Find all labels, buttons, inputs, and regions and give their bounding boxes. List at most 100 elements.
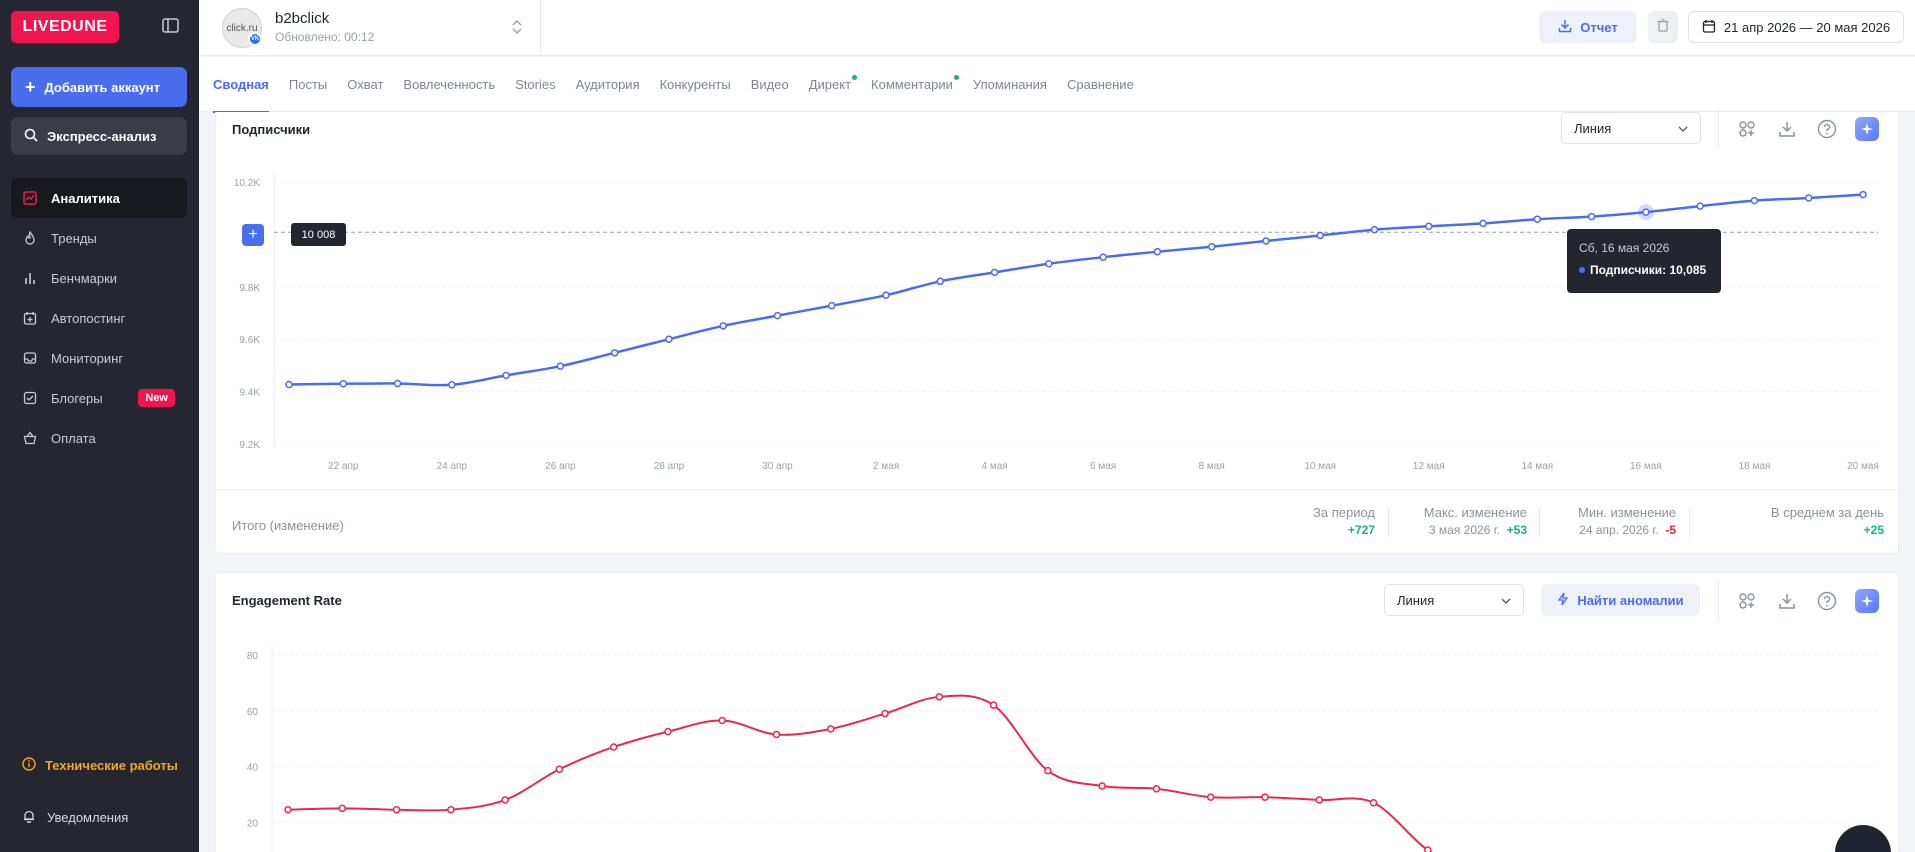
plus-icon: + <box>25 77 36 97</box>
calendar-plus-icon <box>22 310 38 326</box>
tab-mentions[interactable]: Упоминания <box>973 57 1047 112</box>
express-analysis-button[interactable]: Экспресс-анализ <box>11 117 187 155</box>
tabs-bar: Сводная Посты Охват Вовлеченность Storie… <box>199 57 1915 113</box>
stat-value: +727 <box>1347 523 1375 537</box>
data-point <box>1099 253 1107 261</box>
divider <box>1539 508 1540 538</box>
y-tick-label: 9.8K <box>239 283 260 294</box>
x-tick-label: 18 мая <box>1739 461 1771 472</box>
data-point <box>1098 782 1106 790</box>
data-point <box>1642 208 1650 216</box>
sidebar-item-benchmarks[interactable]: Бенчмарки <box>11 258 187 298</box>
chevron-down-icon <box>1678 122 1688 137</box>
delete-button[interactable] <box>1648 11 1678 43</box>
tab-reach[interactable]: Охват <box>347 57 383 112</box>
date-range-picker[interactable]: 21 апр 2026 — 20 мая 2026 <box>1688 11 1904 43</box>
chart-type-select[interactable]: Линия <box>1561 112 1701 144</box>
data-point <box>392 805 401 814</box>
tab-audience[interactable]: Аудитория <box>576 57 640 112</box>
tab-comparison[interactable]: Сравнение <box>1067 57 1134 112</box>
data-point <box>501 796 509 804</box>
stat-period: За период +727 <box>1313 505 1375 537</box>
divider <box>1689 508 1690 538</box>
tab-stories[interactable]: Stories <box>515 57 555 112</box>
data-point <box>1153 247 1162 256</box>
data-point <box>339 379 348 388</box>
ai-sparkle-icon[interactable] <box>1855 117 1879 141</box>
chevron-updown-icon[interactable] <box>511 19 523 37</box>
sidebar-item-autoposting[interactable]: Автопостинг <box>11 298 187 338</box>
account-switcher[interactable]: click.ru VK b2bclick Обновлено: 00:12 <box>199 0 541 56</box>
y-tick-label: 10.2K <box>234 178 260 189</box>
updated-time: Обновлено: 00:12 <box>275 30 375 44</box>
sidebar-toggle-icon[interactable] <box>162 18 180 34</box>
y-tick-label: 9.4K <box>239 388 260 399</box>
data-point <box>609 743 618 751</box>
x-tick-label: 20 мая <box>1847 461 1879 472</box>
add-annotation-button[interactable]: + <box>242 224 264 246</box>
chart-type-select[interactable]: Линия <box>1384 584 1524 616</box>
compare-icon[interactable] <box>1736 118 1758 140</box>
download-icon[interactable] <box>1776 118 1798 140</box>
data-point <box>338 804 347 813</box>
tech-works-link[interactable]: Технические работы <box>22 757 178 774</box>
sidebar-item-trends[interactable]: Тренды <box>11 218 187 258</box>
x-tick-label: 8 мая <box>1199 461 1225 472</box>
sidebar-item-payment[interactable]: Оплата <box>11 418 187 458</box>
compare-icon[interactable] <box>1736 590 1758 612</box>
help-icon[interactable] <box>1816 118 1838 140</box>
sidebar-item-label: Оплата <box>51 430 96 446</box>
tab-label: Охват <box>347 76 384 92</box>
data-point <box>1316 231 1324 240</box>
download-icon[interactable] <box>1776 590 1798 612</box>
stat-label: Макс. изменение <box>1423 505 1527 520</box>
new-indicator-dot <box>953 74 959 80</box>
tab-label: Вовлеченность <box>403 76 496 92</box>
trash-icon <box>1656 18 1670 37</box>
sidebar-item-monitoring[interactable]: Мониторинг <box>11 338 187 378</box>
divider <box>1718 108 1719 148</box>
reference-value-tag: 10 008 <box>291 223 346 246</box>
stat-value: +53 <box>1506 523 1527 537</box>
help-icon[interactable] <box>1816 590 1838 612</box>
tab-video[interactable]: Видео <box>751 57 789 112</box>
tab-engagement[interactable]: Вовлеченность <box>403 57 495 112</box>
tab-label: Сравнение <box>1066 76 1134 92</box>
data-point <box>1424 846 1432 852</box>
analytics-icon <box>22 190 38 206</box>
y-tick-label: 60 <box>247 707 259 718</box>
notifications-link[interactable]: Уведомления <box>22 809 128 826</box>
tab-label: Видео <box>750 76 789 92</box>
card-title: Engagement Rate <box>232 593 342 608</box>
tab-direct[interactable]: Директ <box>809 57 858 112</box>
data-point <box>1044 766 1052 775</box>
report-button[interactable]: Отчет <box>1539 11 1637 43</box>
ai-sparkle-icon[interactable] <box>1855 589 1879 613</box>
y-tick-label: 9.2K <box>239 440 260 451</box>
x-tick-label: 24 апр <box>437 461 468 472</box>
top-header: click.ru VK b2bclick Обновлено: 00:12 От… <box>199 0 1915 56</box>
calendar-icon <box>1702 19 1716 36</box>
livedune-logo[interactable]: LIVEDUNE <box>11 11 119 43</box>
search-icon <box>24 128 38 145</box>
data-point <box>773 311 782 320</box>
data-point <box>772 730 781 739</box>
sidebar-item-analytics[interactable]: Аналитика <box>11 178 187 218</box>
data-point <box>1045 259 1053 268</box>
summary-label: Итого (изменение) <box>232 518 344 533</box>
tab-posts[interactable]: Посты <box>289 57 327 112</box>
x-tick-label: 6 мая <box>1090 461 1116 472</box>
data-point <box>719 322 727 330</box>
data-point <box>882 291 890 299</box>
tech-works-label: Технические работы <box>45 758 178 773</box>
tab-summary[interactable]: Сводная <box>213 57 269 113</box>
tab-competitors[interactable]: Конкуренты <box>660 57 731 112</box>
sidebar-item-bloggers[interactable]: Блогеры New <box>11 378 187 418</box>
tab-comments[interactable]: Комментарии <box>871 57 959 112</box>
x-tick-label: 2 мая <box>873 461 899 472</box>
series-line <box>288 193 1864 387</box>
add-account-button[interactable]: + Добавить аккаунт <box>11 67 187 107</box>
tab-label: Stories <box>515 76 556 92</box>
download-icon <box>1558 19 1572 36</box>
find-anomalies-button[interactable]: Найти аномалии <box>1541 584 1700 616</box>
